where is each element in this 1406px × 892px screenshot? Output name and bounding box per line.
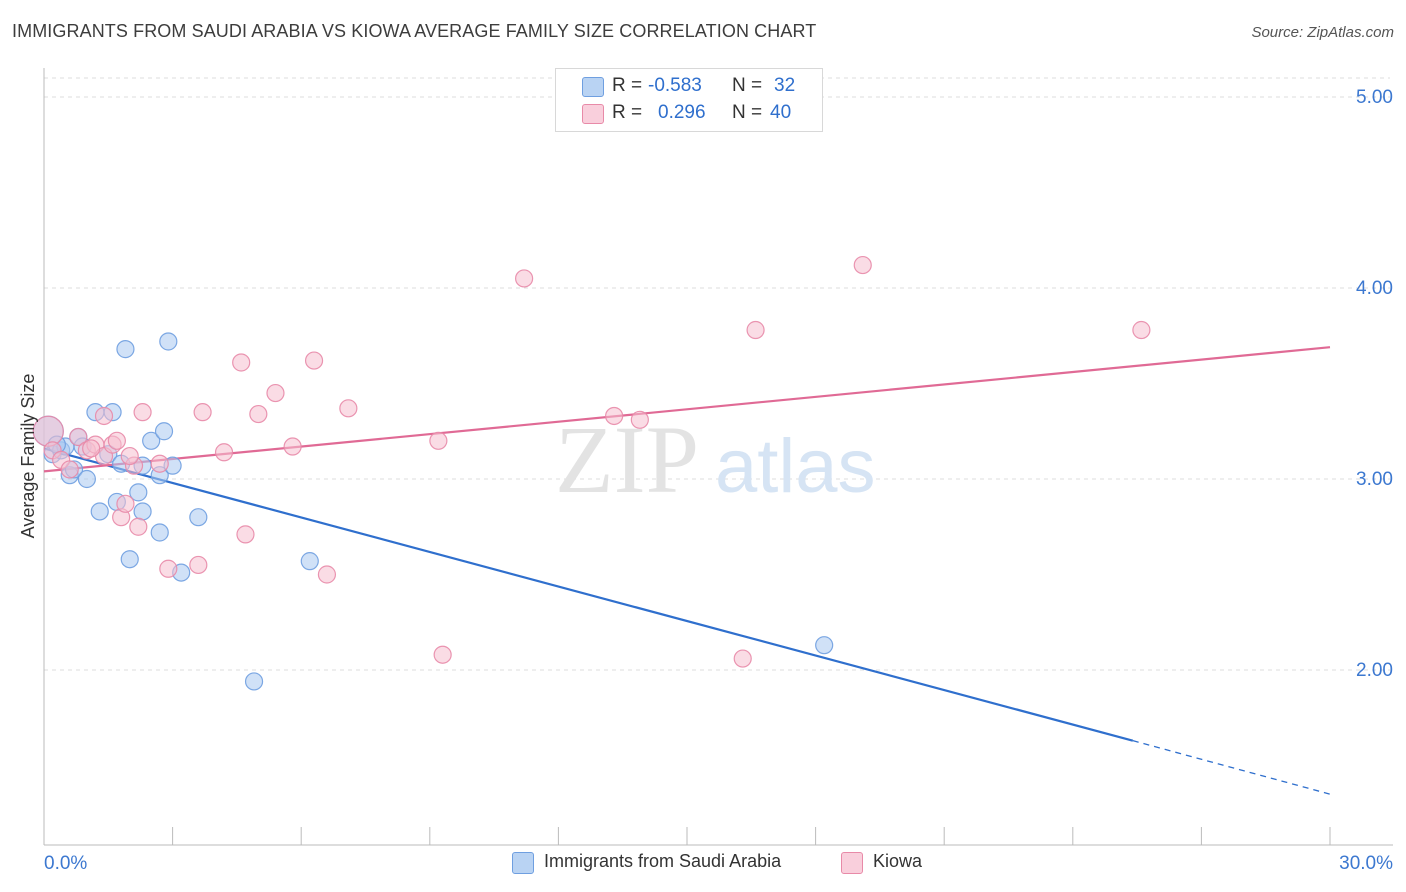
- data-point: [433, 645, 452, 664]
- watermark-atlas: atlas: [715, 424, 876, 509]
- data-point: [107, 431, 126, 450]
- legend-n-label: N =: [732, 75, 763, 96]
- data-point: [116, 340, 135, 359]
- legend-swatch-kiowa: [582, 104, 604, 124]
- data-point: [429, 431, 448, 450]
- data-points: [32, 255, 1151, 691]
- data-point: [189, 555, 208, 575]
- data-point: [120, 550, 139, 569]
- y-tick-label: 3.00: [1356, 469, 1393, 490]
- legend-n-value: 40: [770, 102, 792, 123]
- x-tick-label: 30.0%: [1339, 853, 1393, 874]
- data-point: [283, 437, 302, 456]
- y-axis-label: Average Family Size: [18, 374, 38, 539]
- legend-n-value: 32: [774, 75, 796, 96]
- legend-r-label: R =: [612, 75, 643, 96]
- data-point: [116, 494, 135, 513]
- data-point: [60, 460, 79, 479]
- data-point: [853, 255, 872, 275]
- data-point: [120, 446, 139, 466]
- trend-line-0: [43, 447, 1134, 742]
- data-point: [746, 320, 765, 340]
- data-point: [630, 410, 649, 429]
- bottom-legend-swatch-kiowa: [841, 852, 863, 874]
- legend-r-label: R =: [612, 102, 643, 123]
- y-tick-label: 2.00: [1356, 660, 1393, 681]
- data-point: [133, 403, 152, 422]
- data-point: [69, 427, 88, 447]
- data-point: [94, 406, 114, 426]
- x-tick-label: 0.0%: [44, 853, 87, 874]
- trend-lines: [43, 346, 1331, 795]
- data-point: [150, 523, 169, 542]
- grid-lines: [44, 77, 1390, 671]
- data-point: [90, 502, 109, 521]
- tick-labels: 2.00 3.00 4.00 5.00 0.0% 30.0%: [44, 87, 1393, 874]
- data-point: [249, 404, 268, 424]
- trend-line-1: [43, 346, 1331, 473]
- legend-r-value: 0.296: [658, 102, 706, 123]
- data-point: [304, 351, 324, 370]
- legend-swatch-saudi: [582, 77, 604, 97]
- data-point: [339, 399, 358, 418]
- data-point: [515, 269, 534, 288]
- y-tick-label: 4.00: [1356, 278, 1393, 299]
- data-point: [236, 525, 255, 544]
- bottom-legend-swatch-saudi: [512, 852, 534, 874]
- data-point: [154, 422, 174, 441]
- y-tick-label: 5.00: [1356, 87, 1393, 108]
- data-point: [266, 383, 285, 403]
- data-point: [1132, 320, 1151, 340]
- data-point: [77, 469, 96, 489]
- data-point: [244, 672, 264, 691]
- trend-line-extension-0: [1132, 740, 1331, 795]
- data-point: [150, 454, 169, 473]
- data-point: [733, 649, 752, 668]
- data-point: [815, 636, 834, 655]
- legend-r-value: -0.583: [648, 75, 702, 96]
- bottom-legend-kiowa: Kiowa: [873, 851, 923, 871]
- data-point: [193, 403, 212, 422]
- source-label: Source: ZipAtlas.com: [1251, 24, 1394, 41]
- data-point: [159, 332, 178, 351]
- data-point: [317, 565, 337, 584]
- correlation-legend: R = -0.583 N = 32 R = 0.296 N = 40: [555, 68, 823, 132]
- data-point: [129, 483, 148, 502]
- watermark-zip: ZIP: [555, 406, 699, 513]
- bottom-legend-saudi: Immigrants from Saudi Arabia: [544, 851, 782, 871]
- chart-title: IMMIGRANTS FROM SAUDI ARABIA VS KIOWA AV…: [12, 21, 817, 41]
- data-point: [129, 517, 148, 536]
- data-point: [300, 552, 319, 571]
- data-point: [133, 502, 152, 521]
- data-point: [142, 431, 161, 450]
- data-point: [232, 353, 251, 372]
- legend-n-label: N =: [732, 102, 763, 123]
- data-point: [214, 443, 234, 462]
- data-point: [189, 508, 208, 527]
- data-point: [605, 406, 624, 426]
- data-point: [82, 439, 101, 458]
- data-point: [159, 559, 178, 578]
